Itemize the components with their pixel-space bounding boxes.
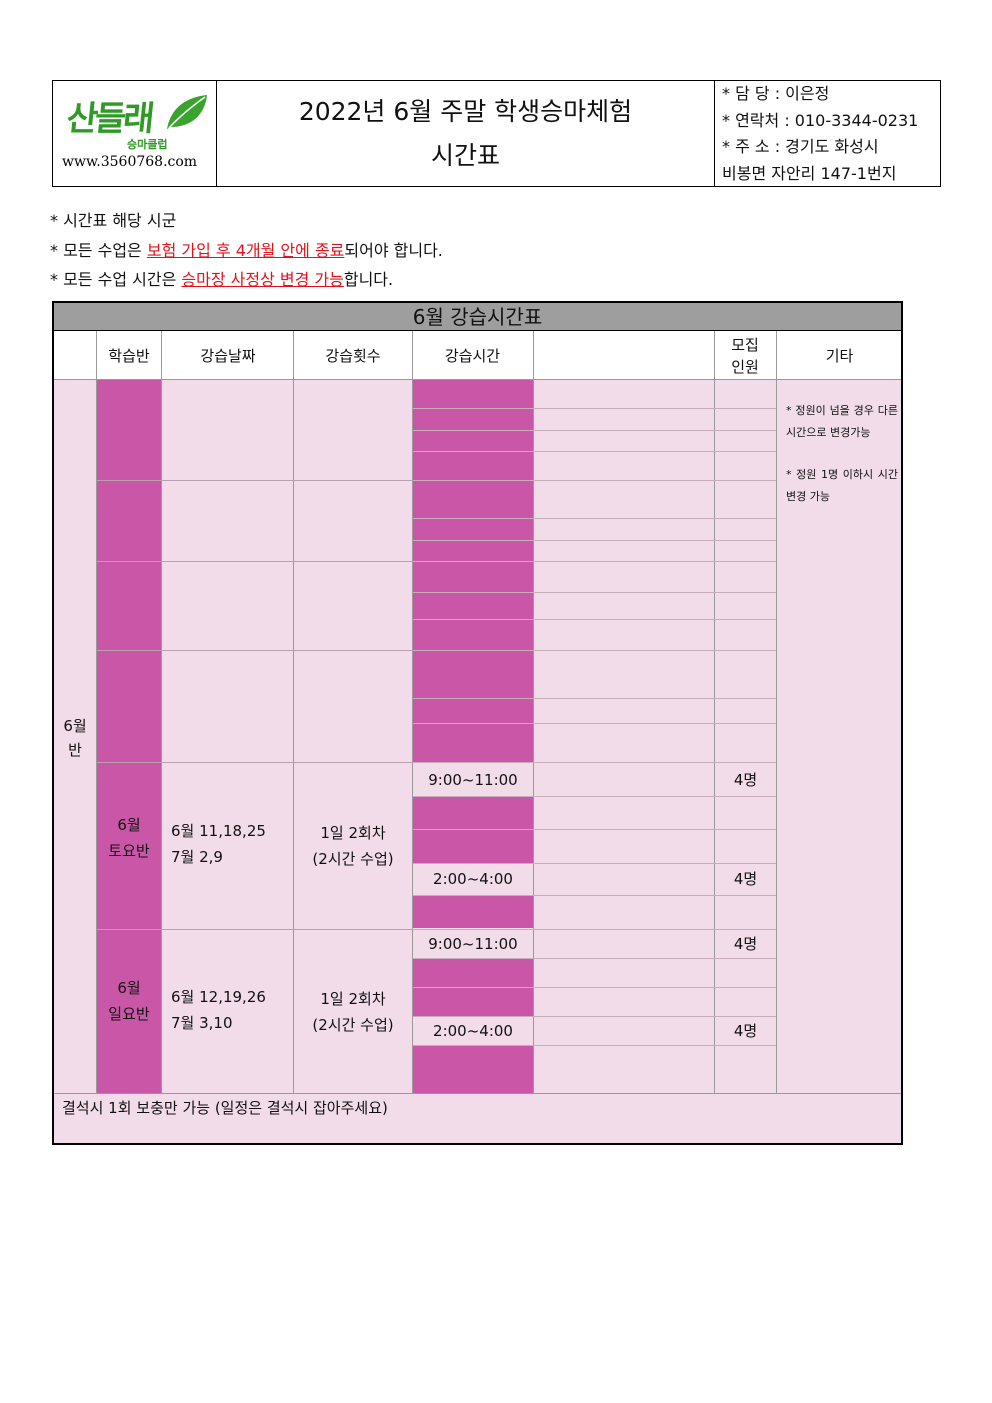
sessions-sunday-l2: (2시간 수업) — [312, 1016, 394, 1034]
sessions-sunday-l1: 1일 2회차 — [320, 990, 386, 1008]
etc-note-2: * 정원 1명 이하시 시간 변경 가능 — [786, 468, 898, 503]
month-label-l2: 반 — [68, 741, 82, 759]
sessions-saturday-l2: (2시간 수업) — [312, 850, 394, 868]
count-sunday-pm: 4명 — [733, 1021, 758, 1040]
logo-subtitle: 승마클럽 — [127, 138, 168, 151]
col-header-etc: 기타 — [825, 346, 854, 365]
count-sunday-am: 4명 — [733, 934, 758, 953]
note-2: * 모든 수업은 보험 가입 후 4개월 안에 종료되어야 합니다. — [50, 236, 443, 266]
etc-notes: * 정원이 넘을 경우 다른시간으로 변경가능 * 정원 1명 이하시 시간 변… — [786, 400, 898, 528]
count-saturday-pm: 4명 — [733, 870, 758, 888]
time-sunday-pm: 2:00~4:00 — [433, 1021, 513, 1040]
dates-sunday-l1: 6월 12,19,26 — [171, 988, 266, 1006]
logo-url: www.3560768.com — [62, 154, 198, 170]
note-3-tail: 합니다. — [343, 270, 394, 289]
title-line-1: 2022년 6월 주말 학생승마체험 — [298, 96, 633, 126]
header-box: 산들래 승마클럽 www.3560768.com 2022년 6월 주말 학생승… — [52, 80, 941, 187]
contact-address: * 주 소 : 경기도 화성시 — [722, 137, 879, 156]
month-label-l1: 6월 — [63, 717, 87, 735]
class-sunday: 6월 일요반 — [97, 971, 161, 1031]
time-row-sun-pm — [413, 1016, 533, 1045]
col-header-dates: 강습날짜 — [200, 346, 256, 365]
col-header-class: 학습반 — [108, 346, 150, 365]
document-title: 2022년 6월 주말 학생승마체험 시간표 — [217, 81, 715, 186]
time-saturday-am: 9:00~11:00 — [428, 770, 518, 789]
count-saturday-am: 4명 — [733, 770, 758, 789]
sessions-sunday: 1일 2회차 (2시간 수업) — [294, 984, 412, 1040]
note-3-text: * 모든 수업 시간은 — [50, 270, 182, 289]
note-1: * 시간표 해당 시군 — [50, 211, 177, 230]
time-row-sat-pm — [413, 863, 533, 895]
contact-manager: * 담 당 : 이은정 — [722, 84, 830, 103]
sessions-saturday: 1일 2회차 (2시간 수업) — [294, 818, 412, 874]
time-saturday-pm: 2:00~4:00 — [433, 870, 513, 888]
dates-sunday-l2: 7월 3,10 — [171, 1014, 233, 1032]
month-label: 6월 반 — [54, 703, 96, 773]
contact-address-2: 비봉면 자안리 147-1번지 — [722, 163, 897, 183]
col-header-recruit-l1: 모집 — [731, 335, 759, 354]
note-3: * 모든 수업 시간은 승마장 사정상 변경 가능합니다. — [50, 265, 443, 295]
col-header-recruit: 모집 인원 — [714, 331, 776, 380]
contact-info: * 담 당 : 이은정 * 연락처 : 010-3344-0231 * 주 소 … — [715, 81, 940, 186]
contact-phone: * 연락처 : 010-3344-0231 — [722, 110, 919, 130]
col-header-time: 강습시간 — [444, 346, 501, 365]
schedule-title: 6월 강습시간표 — [54, 303, 901, 331]
class-column-fill — [97, 380, 161, 1093]
col-header-sessions: 강습횟수 — [325, 346, 381, 365]
note-2-tail: 되어야 합니다. — [344, 240, 443, 260]
note-2-text: * 모든 수업은 — [50, 240, 147, 260]
time-row-sat-am — [413, 763, 533, 796]
class-sunday-l2: 일요반 — [108, 1005, 150, 1023]
note-3-highlight: 승마장 사정상 변경 가능 — [181, 270, 344, 289]
table-footer-note: 결석시 1회 보충만 가능 (일정은 결석시 잡아주세요) — [54, 1093, 901, 1143]
note-2-highlight: 보험 가입 후 4개월 안에 종료 — [146, 240, 345, 260]
etc-note-1: * 정원이 넘을 경우 다른시간으로 변경가능 — [786, 404, 898, 439]
dates-saturday-l1: 6월 11,18,25 — [171, 822, 266, 840]
time-sunday-am: 9:00~11:00 — [428, 934, 518, 953]
title-line-2: 시간표 — [430, 140, 500, 170]
class-saturday-l1: 6월 — [117, 816, 141, 834]
dates-saturday: 6월 11,18,25 7월 2,9 — [171, 818, 291, 874]
dates-saturday-l2: 7월 2,9 — [171, 848, 223, 866]
col-header-recruit-l2: 인원 — [731, 357, 759, 376]
schedule-table: 6월 강습시간표 학습반 강습날짜 강습횟수 강습시간 모집 인원 기타 — [52, 301, 903, 1145]
dates-sunday: 6월 12,19,26 7월 3,10 — [171, 984, 291, 1040]
class-saturday: 6월 토요반 — [97, 808, 161, 868]
leaf-icon — [167, 95, 207, 129]
time-column-fill — [413, 380, 533, 1093]
notes: * 시간표 해당 시군 * 모든 수업은 보험 가입 후 4개월 안에 종료되어… — [50, 206, 443, 295]
class-saturday-l2: 토요반 — [108, 842, 150, 860]
logo-wordmark: 산들래 — [64, 99, 154, 139]
logo-block: 산들래 승마클럽 www.3560768.com — [53, 81, 217, 186]
time-row-sun-am — [413, 928, 533, 958]
table-header-row: 학습반 강습날짜 강습횟수 강습시간 모집 인원 기타 — [54, 331, 901, 380]
sessions-saturday-l1: 1일 2회차 — [320, 824, 386, 842]
class-sunday-l1: 6월 — [117, 979, 141, 997]
